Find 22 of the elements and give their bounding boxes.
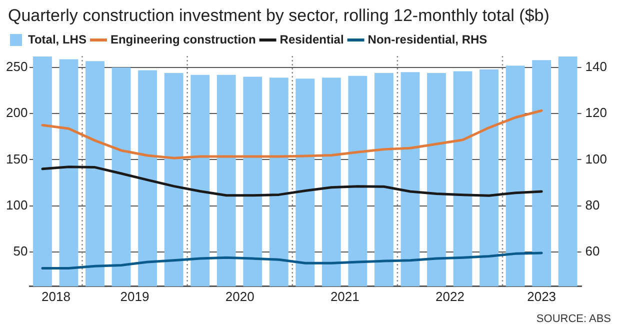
x-tick-label: 2023 — [527, 288, 556, 304]
y-tick-label: 150 — [6, 151, 28, 166]
source-note: SOURCE: ABS — [536, 313, 611, 325]
x-tick-label: 2020 — [225, 288, 254, 304]
y2-tick-label: 120 — [585, 105, 608, 120]
x-tick-label: 2018 — [41, 288, 70, 304]
legend-label: Non-residential, RHS — [368, 32, 488, 46]
x-tick-label: 2021 — [330, 288, 360, 304]
y2-tick-label: 140 — [585, 59, 608, 74]
legend-label: Total, LHS — [28, 32, 86, 46]
x-tick-label: 2022 — [436, 288, 464, 304]
y-tick-label: 200 — [6, 105, 28, 120]
y-tick-label: 250 — [6, 59, 28, 74]
x-tick-label: 2019 — [120, 288, 150, 304]
y2-tick-label: 60 — [585, 243, 600, 258]
y-tick-label: 100 — [6, 197, 28, 212]
y2-tick-label: 80 — [585, 197, 600, 212]
legend-label: Engineering construction — [110, 32, 256, 46]
y-tick-label: 50 — [13, 243, 28, 258]
y2-tick-label: 100 — [585, 151, 608, 166]
legend-label: Residential — [280, 32, 344, 46]
chart-title: Quarterly construction investment by sector, rolling 12-monthly total ($b) — [8, 6, 550, 26]
